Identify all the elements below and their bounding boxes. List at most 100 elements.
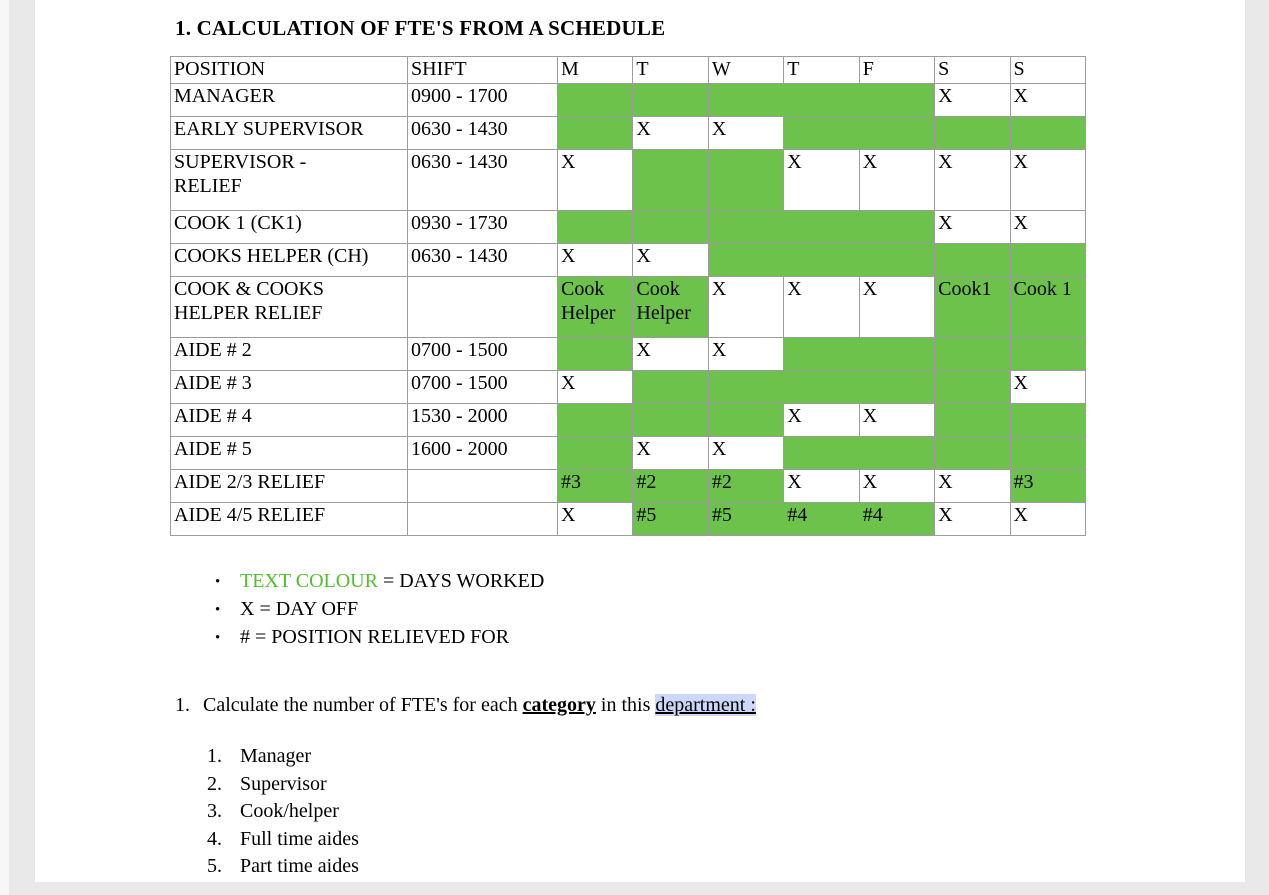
day-cell-off: X: [707, 436, 785, 470]
day-cell-worked: [858, 116, 936, 150]
legend-rest: = DAYS WORKED: [377, 570, 545, 592]
legend-list: • TEXT COLOUR = DAYS WORKED • X = DAY OFF …: [215, 568, 1245, 652]
day-cell-worked: [556, 436, 634, 470]
day-cell-worked: [556, 116, 634, 150]
day-cell-off: X: [934, 149, 1011, 211]
category-label: Part time aides: [240, 855, 359, 877]
day-cell-worked: Cook Helper: [556, 276, 634, 338]
category-number: 5.: [207, 855, 222, 877]
position-cell: MANAGER: [170, 83, 408, 117]
question-number: 1.: [175, 694, 190, 716]
legend-lead: TEXT COLOUR: [240, 570, 378, 592]
shift-cell: 0900 - 1700: [407, 83, 558, 117]
category-label: Manager: [240, 745, 312, 767]
category-item-supervisor: 2. Supervisor: [207, 771, 1245, 799]
day-cell-off: X: [1009, 370, 1087, 404]
day-cell-worked: #5: [707, 502, 785, 536]
day-cell-worked: [632, 210, 709, 244]
day-cell-worked: [934, 243, 1011, 277]
day-cell-worked: [858, 83, 936, 117]
category-label: Supervisor: [240, 772, 327, 795]
day-cell-worked: [934, 370, 1011, 404]
day-cell-worked: [858, 436, 936, 470]
day-cell-worked: #2: [632, 469, 709, 503]
day-cell-worked: [632, 370, 709, 404]
shift-cell: 1600 - 2000: [407, 436, 558, 470]
table-row: AIDE 4/5 RELIEF X #5 #5 #4 #4 X X: [170, 502, 1087, 536]
day-cell-worked: #4: [783, 502, 860, 536]
legend-rest: = POSITION RELIEVED FOR: [250, 626, 510, 648]
day-cell-worked: [783, 337, 860, 371]
shift-cell: [407, 469, 558, 503]
question-line: 1. Calculate the number of FTE's for each…: [175, 694, 1245, 717]
day-cell-off: X: [707, 276, 785, 338]
day-cell-worked: [858, 243, 936, 277]
day-cell-worked: #4: [858, 502, 936, 536]
position-cell: SUPERVISOR - RELIEF: [170, 149, 408, 211]
table-row: AIDE # 3 0700 - 1500 X X: [170, 370, 1087, 404]
day-cell-worked: [783, 83, 860, 117]
shift-cell: [407, 502, 558, 536]
day-cell-worked: [1009, 116, 1087, 150]
window-left-gutter: [0, 0, 9, 895]
shift-cell: 0700 - 1500: [407, 370, 558, 404]
category-number: 3.: [207, 800, 222, 822]
day-cell-off: X: [556, 243, 634, 277]
day-cell-worked: [783, 243, 860, 277]
day-cell-worked: [934, 403, 1011, 437]
position-cell: COOKS HELPER (CH): [170, 243, 408, 277]
day-cell-off: X: [783, 469, 860, 503]
legend-lead: X: [240, 598, 255, 620]
day-cell-worked: [707, 243, 785, 277]
position-cell: COOK 1 (CK1): [170, 210, 408, 244]
table-row: SUPERVISOR - RELIEF 0630 - 1430 X X X X X: [170, 149, 1087, 211]
category-label: Full time aides: [240, 827, 359, 850]
table-row: EARLY SUPERVISOR 0630 - 1430 X X: [170, 116, 1087, 150]
position-cell: AIDE # 5: [170, 436, 408, 470]
position-cell: AIDE # 4: [170, 403, 408, 437]
day-cell-off: X: [934, 502, 1011, 536]
bullet-icon: •: [215, 630, 221, 646]
table-row: MANAGER 0900 - 1700 X X: [170, 83, 1087, 117]
day-cell-worked: #3: [556, 469, 634, 503]
column-header: SHIFT: [407, 56, 558, 84]
day-cell-off: X: [556, 149, 634, 211]
column-header: S: [934, 56, 1011, 84]
day-cell-off: X: [858, 276, 936, 338]
day-cell-worked: [556, 83, 634, 117]
question-text: in this: [595, 694, 656, 716]
day-cell-off: X: [632, 337, 709, 371]
position-cell: EARLY SUPERVISOR: [170, 116, 408, 150]
day-cell-worked: #5: [632, 502, 709, 536]
day-cell-worked: [707, 370, 785, 404]
day-cell-off: X: [1009, 210, 1087, 244]
table-row: AIDE # 2 0700 - 1500 X X: [170, 337, 1087, 371]
category-label: Cook/helper: [240, 800, 339, 822]
day-cell-worked: [707, 83, 785, 117]
column-header: T: [632, 56, 709, 84]
schedule-table-body: MANAGER 0900 - 1700 X X EARLY SUPERVISOR 0630…: [170, 83, 1087, 536]
day-cell-worked: [632, 403, 709, 437]
section-title: 1. CALCULATION OF FTE'S FROM A SCHEDULE: [175, 16, 666, 40]
position-cell: AIDE 4/5 RELIEF: [170, 502, 408, 536]
column-header: S: [1009, 56, 1087, 84]
bullet-icon: •: [215, 574, 221, 590]
shift-cell: 0630 - 1430: [407, 116, 558, 150]
day-cell-worked: [1009, 403, 1087, 437]
category-number: 4.: [207, 827, 222, 850]
day-cell-worked: [556, 403, 634, 437]
table-row: COOK & COOKS HELPER RELIEF Cook Helper Coo…: [170, 276, 1087, 338]
day-cell-off: X: [783, 149, 860, 211]
shift-cell: 0630 - 1430: [407, 243, 558, 277]
shift-cell: 0930 - 1730: [407, 210, 558, 244]
department-link[interactable]: department :: [655, 694, 756, 716]
category-item-part-time-aides: 5. Part time aides: [207, 853, 1245, 881]
question-text: Calculate the number of FTE's for each: [203, 694, 523, 716]
position-cell: AIDE # 2: [170, 337, 408, 371]
column-header: T: [783, 56, 860, 84]
day-cell-worked: [707, 210, 785, 244]
bullet-icon: •: [215, 602, 221, 618]
day-cell-off: X: [934, 469, 1011, 503]
shift-cell: 0700 - 1500: [407, 337, 558, 371]
day-cell-off: X: [632, 116, 709, 150]
